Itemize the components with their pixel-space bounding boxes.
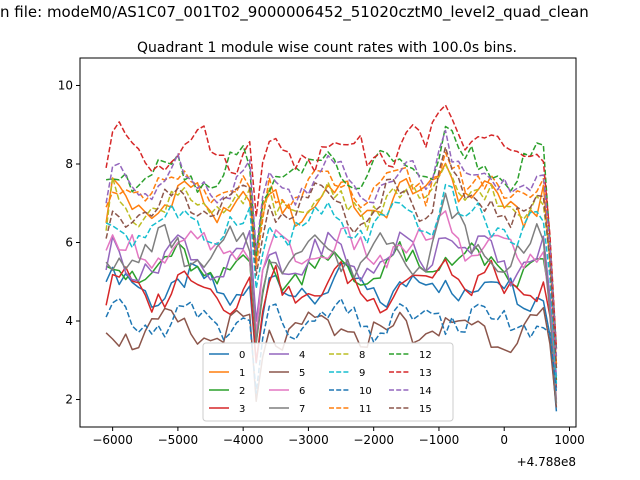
legend-label-7: 7	[299, 404, 305, 415]
series-line-15	[105, 146, 558, 369]
series-line-8	[105, 164, 558, 369]
series-line-11	[105, 151, 558, 365]
y-tick-label: 10	[58, 78, 73, 92]
series-line-4	[105, 230, 558, 377]
y-tick-label: 4	[65, 314, 73, 328]
legend-label-4: 4	[299, 350, 305, 361]
legend-label-10: 10	[359, 386, 372, 397]
x-tick-label: −4000	[223, 433, 264, 447]
legend-label-12: 12	[419, 350, 432, 361]
plot-area: −6000 −5000 −4000 −3000 −2000 −1000 0 1000 2 4 6 8 1…	[58, 57, 585, 447]
series-line-3	[105, 258, 558, 388]
legend-label-11: 11	[359, 404, 372, 415]
series-line-0	[105, 262, 558, 412]
x-tick-label: −3000	[288, 433, 329, 447]
series-line-2	[105, 241, 558, 380]
series-line-10	[105, 297, 558, 394]
y-tick-label: 2	[65, 393, 73, 407]
figure-suptitle: n file: modeM0/AS1C07_001T02_9000006452_…	[0, 3, 589, 22]
series-line-9	[105, 183, 558, 384]
legend-label-6: 6	[299, 386, 305, 397]
legend-label-1: 1	[239, 368, 245, 379]
legend-label-2: 2	[239, 386, 245, 397]
series-line-12	[106, 125, 558, 349]
y-tick-label: 6	[65, 236, 73, 250]
series-line-13	[105, 104, 558, 349]
x-tick-label: −2000	[353, 433, 394, 447]
legend-label-14: 14	[419, 386, 432, 397]
legend-label-9: 9	[359, 368, 365, 379]
series-line-5	[105, 306, 558, 408]
x-tick-label: 0	[500, 433, 508, 447]
series-line-1	[105, 162, 558, 365]
legend-label-0: 0	[239, 350, 245, 361]
legend-label-15: 15	[419, 404, 432, 415]
x-tick-label: −1000	[419, 433, 460, 447]
x-tick-label: 1000	[554, 433, 585, 447]
legend-label-3: 3	[239, 404, 245, 415]
legend-label-8: 8	[359, 350, 365, 361]
legend-label-13: 13	[419, 368, 432, 379]
y-tick-label: 8	[65, 157, 73, 171]
x-tick-label: −6000	[92, 433, 133, 447]
chart-title: Quadrant 1 module wise count rates with …	[137, 40, 517, 56]
series-line-7	[105, 192, 558, 404]
x-offset-label: +4.788e8	[517, 455, 576, 469]
x-tick-label: −5000	[158, 433, 199, 447]
legend-label-5: 5	[299, 368, 305, 379]
series-line-14	[105, 129, 558, 357]
legend-box	[202, 342, 454, 422]
